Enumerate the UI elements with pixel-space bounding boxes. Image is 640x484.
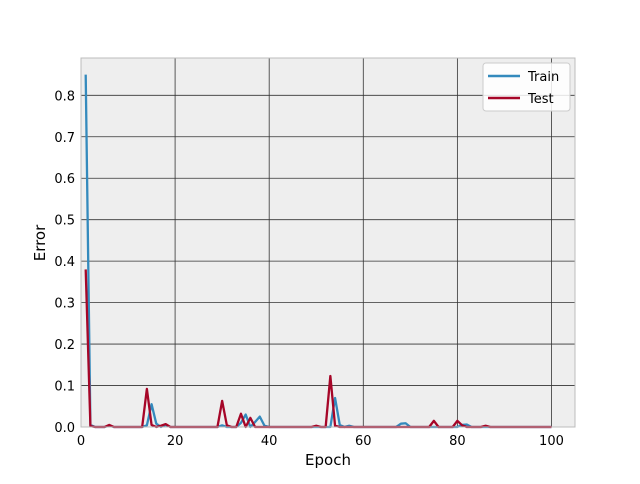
y-tick-label: 0.8 — [54, 89, 75, 104]
x-tick-label: 60 — [355, 434, 372, 449]
y-tick-label: 0.6 — [54, 172, 75, 187]
legend-label-train: Train — [527, 70, 559, 85]
x-tick-label: 20 — [167, 434, 184, 449]
y-tick-label: 0.5 — [54, 214, 75, 229]
y-tick-label: 0.0 — [54, 421, 75, 436]
x-tick-label: 100 — [539, 434, 564, 449]
x-ticks: 0 20 40 60 80 100 — [77, 434, 564, 449]
plot-background — [81, 58, 575, 427]
y-tick-label: 0.2 — [54, 338, 75, 353]
y-tick-label: 0.3 — [54, 297, 75, 312]
y-tick-label: 0.4 — [54, 255, 75, 270]
x-tick-label: 80 — [449, 434, 466, 449]
y-tick-label: 0.1 — [54, 380, 75, 395]
x-axis-label: Epoch — [305, 451, 351, 469]
plot-frame — [80, 57, 576, 428]
y-ticks: 0.0 0.1 0.2 0.3 0.4 0.5 0.6 0.7 0.8 — [54, 89, 75, 436]
y-axis-label: Error — [31, 224, 49, 261]
legend-label-test: Test — [527, 92, 554, 107]
grid — [80, 58, 575, 428]
legend: Train Test — [482, 62, 571, 112]
x-tick-label: 40 — [261, 434, 278, 449]
x-tick-label: 0 — [77, 434, 85, 449]
y-tick-label: 0.7 — [54, 131, 75, 146]
